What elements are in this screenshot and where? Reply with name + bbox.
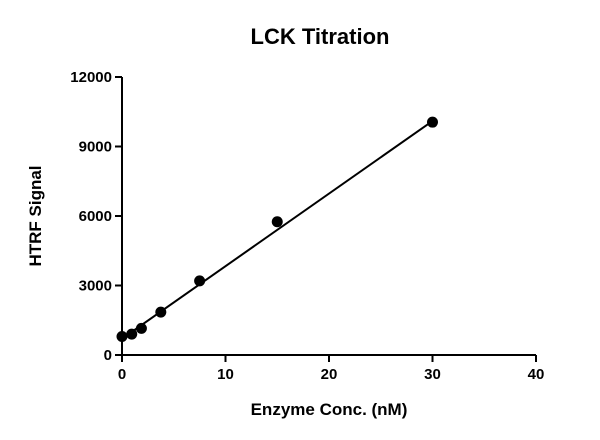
- y-tick-label: 9000: [79, 139, 112, 156]
- y-tick-label: 3000: [79, 278, 112, 295]
- data-point: [116, 330, 128, 342]
- y-axis-label: HTRF Signal: [26, 165, 45, 266]
- data-point: [135, 322, 147, 334]
- y-axis: 0 3000 6000 9000 12000: [70, 69, 123, 364]
- data-point: [155, 306, 167, 318]
- x-tick-label: 40: [528, 366, 545, 383]
- y-tick-label: 0: [104, 347, 112, 364]
- data-points: [116, 116, 438, 342]
- x-tick-label: 30: [424, 366, 441, 383]
- y-tick-label: 6000: [79, 208, 112, 225]
- x-tick-label: 10: [217, 366, 234, 383]
- x-tick-label: 20: [321, 366, 338, 383]
- data-point: [194, 275, 206, 287]
- fit-line: [121, 120, 434, 340]
- x-axis: 0 10 20 30 40: [118, 354, 545, 383]
- x-axis-label: Enzyme Conc. (nM): [251, 400, 408, 419]
- x-tick-label: 0: [118, 366, 126, 383]
- chart-title: LCK Titration: [251, 24, 390, 49]
- data-point: [126, 328, 138, 340]
- data-point: [427, 116, 438, 128]
- data-point: [271, 216, 283, 228]
- fit-line-group: [121, 120, 434, 340]
- y-tick-label: 12000: [70, 69, 112, 86]
